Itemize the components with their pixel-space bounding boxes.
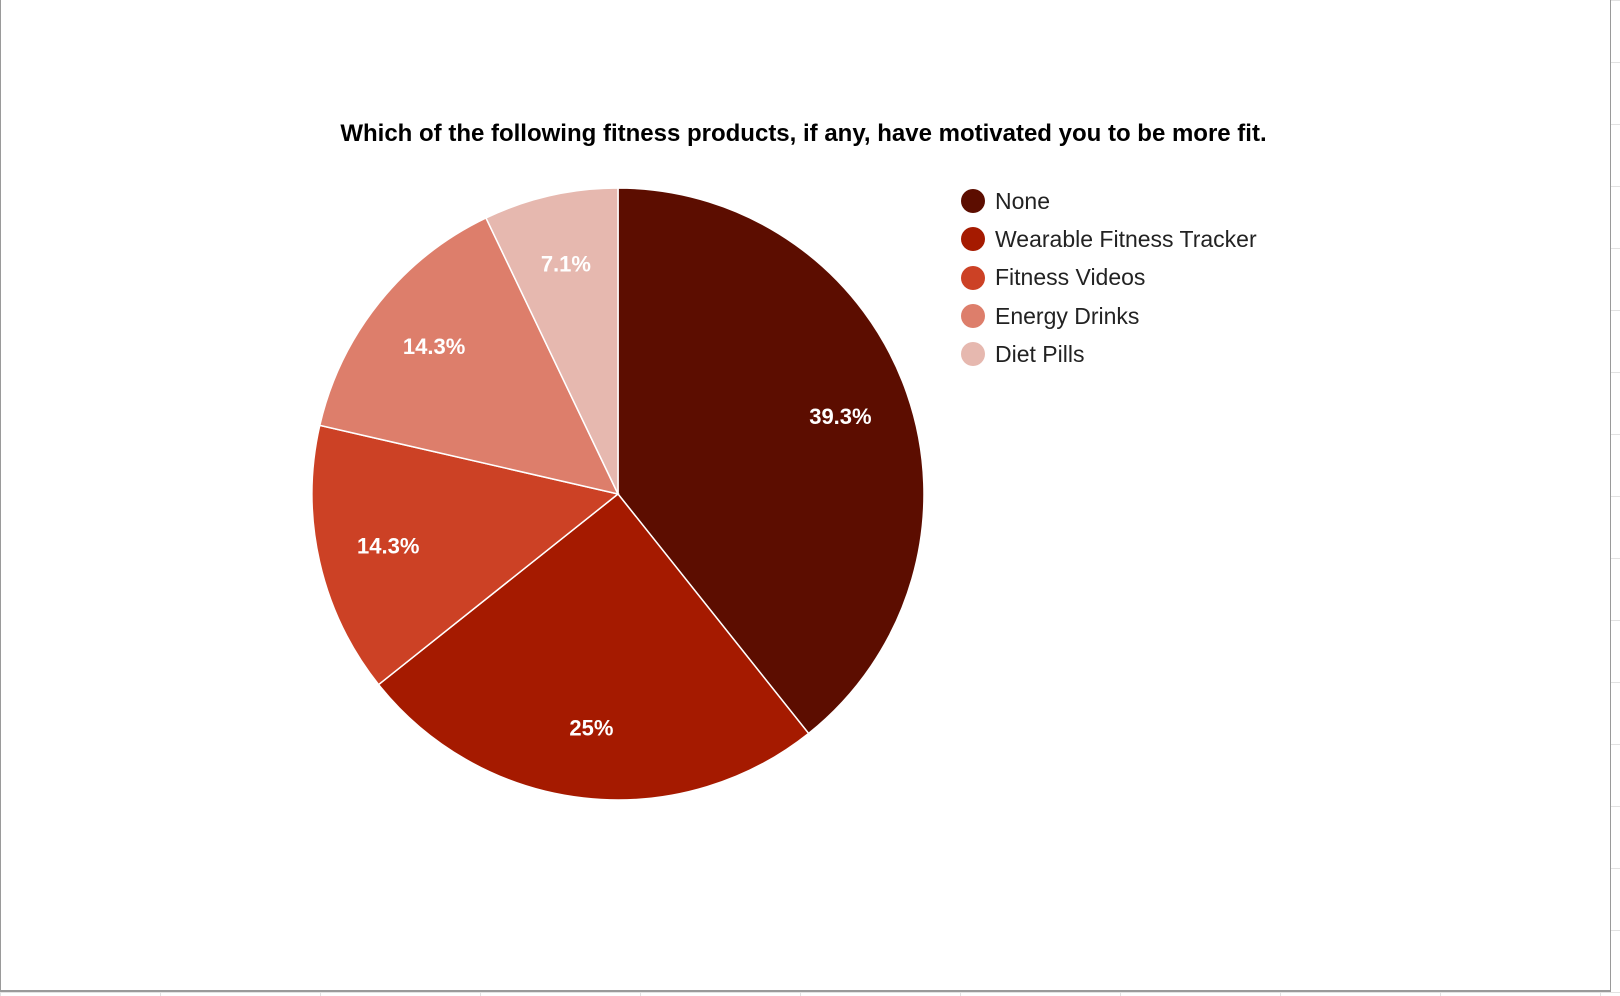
legend-label: None — [995, 187, 1050, 214]
legend: None Wearable Fitness Tracker Fitness Vide… — [961, 182, 1257, 373]
slice-label-none: 39.3% — [809, 404, 871, 429]
pie-slice-diet-pills[interactable] — [484, 187, 619, 495]
slice-label-energy-drinks: 14.3% — [403, 334, 465, 359]
slice-label-fitness-videos: 14.3% — [357, 534, 419, 559]
pie-slices — [311, 187, 925, 801]
pie-slice-none[interactable] — [617, 187, 925, 735]
legend-swatch-icon — [961, 227, 985, 252]
pie-slice-labels: 39.3% 25% 14.3% 14.3% 7.1% — [357, 252, 872, 741]
legend-swatch-icon — [961, 304, 985, 329]
legend-item-fitness-videos[interactable]: Fitness Videos — [961, 259, 1257, 297]
legend-swatch-icon — [961, 342, 985, 367]
legend-label: Diet Pills — [995, 340, 1085, 367]
pie-slice-fitness-videos[interactable] — [311, 424, 620, 686]
legend-item-energy-drinks[interactable]: Energy Drinks — [961, 297, 1257, 335]
legend-item-none[interactable]: None — [961, 182, 1257, 220]
legend-swatch-icon — [961, 189, 985, 214]
legend-item-wearable-fitness-tracker[interactable]: Wearable Fitness Tracker — [961, 220, 1257, 258]
legend-swatch-icon — [961, 265, 985, 290]
legend-label: Energy Drinks — [995, 302, 1140, 329]
chart-title: Which of the following fitness products,… — [340, 120, 1267, 147]
legend-item-diet-pills[interactable]: Diet Pills — [961, 335, 1257, 373]
slice-label-diet-pills: 7.1% — [541, 252, 591, 277]
slice-label-wearable-fitness-tracker: 25% — [569, 716, 613, 741]
pie-slice-wearable-fitness-tracker[interactable] — [377, 492, 810, 801]
pie-slice-energy-drinks[interactable] — [318, 216, 620, 496]
legend-label: Fitness Videos — [995, 264, 1146, 291]
legend-label: Wearable Fitness Tracker — [995, 225, 1257, 252]
